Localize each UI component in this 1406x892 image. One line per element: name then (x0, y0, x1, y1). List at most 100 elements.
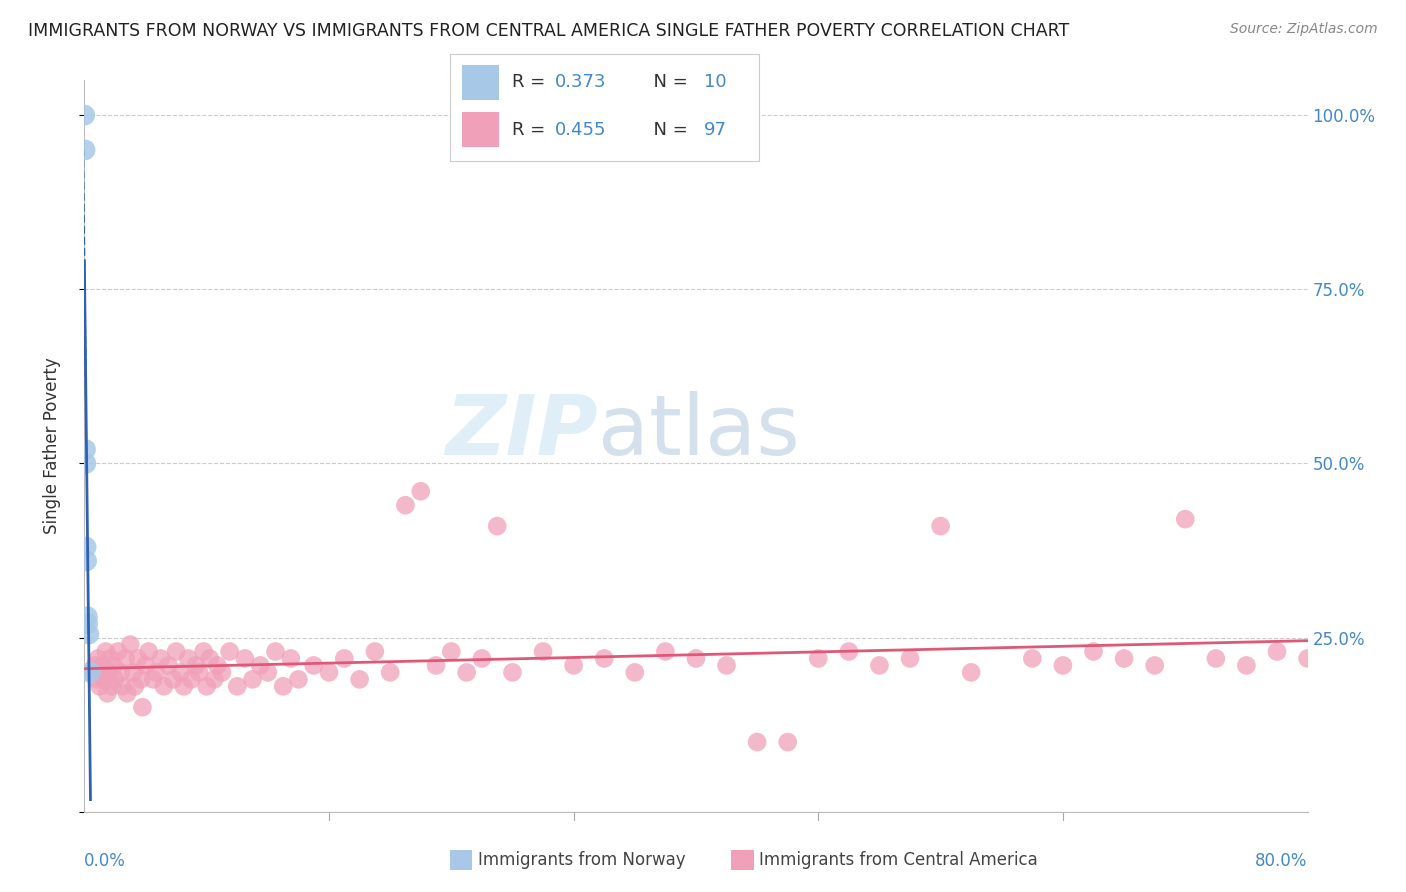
Text: IMMIGRANTS FROM NORWAY VS IMMIGRANTS FROM CENTRAL AMERICA SINGLE FATHER POVERTY : IMMIGRANTS FROM NORWAY VS IMMIGRANTS FRO… (28, 22, 1070, 40)
Point (211, 665, 233, 680)
Text: R =: R = (512, 73, 551, 91)
Point (249, 658, 271, 673)
Point (91, 658, 114, 673)
Point (195, 679, 218, 693)
Point (380, 665, 402, 680)
Point (869, 658, 891, 673)
Point (115, 686, 138, 700)
Point (93, 673, 115, 687)
Text: 97: 97 (703, 120, 727, 138)
Point (747, 735, 769, 749)
Point (531, 644, 554, 658)
Point (157, 658, 180, 673)
Point (89, 679, 111, 693)
Point (233, 651, 256, 665)
Point (440, 644, 463, 658)
Point (776, 735, 799, 749)
Point (1265, 644, 1288, 658)
Point (79, 665, 101, 680)
Text: 10: 10 (703, 73, 725, 91)
Point (76, 616, 98, 631)
Point (471, 651, 494, 665)
Point (364, 644, 387, 658)
Point (562, 658, 585, 673)
Text: 0.373: 0.373 (555, 73, 606, 91)
Point (184, 658, 207, 673)
Point (149, 651, 172, 665)
Point (1296, 651, 1319, 665)
Text: R =: R = (512, 120, 551, 138)
Bar (463, 112, 499, 146)
Point (502, 665, 524, 680)
Point (114, 651, 136, 665)
Point (165, 644, 187, 658)
Point (145, 665, 167, 680)
Point (1174, 512, 1197, 526)
Point (177, 651, 200, 665)
Point (75, 442, 97, 457)
Point (624, 665, 647, 680)
Point (685, 651, 707, 665)
Text: 0.0%: 0.0% (84, 852, 127, 870)
Point (98, 651, 121, 665)
Point (97, 665, 120, 680)
Point (1021, 651, 1043, 665)
Point (716, 658, 738, 673)
Text: Source: ZipAtlas.com: Source: ZipAtlas.com (1230, 22, 1378, 37)
Point (207, 658, 229, 673)
Point (84, 658, 107, 673)
Point (188, 665, 211, 680)
Point (202, 673, 225, 687)
Point (76, 554, 98, 568)
Point (486, 519, 509, 533)
Text: Immigrants from Norway: Immigrants from Norway (478, 851, 686, 869)
Point (173, 679, 195, 693)
Text: Immigrants from Central America: Immigrants from Central America (759, 851, 1038, 869)
Point (110, 665, 132, 680)
Point (129, 673, 152, 687)
Point (302, 658, 325, 673)
Point (257, 665, 280, 680)
Point (120, 638, 142, 652)
Point (425, 658, 447, 673)
Point (807, 651, 830, 665)
Point (1143, 658, 1166, 673)
Point (271, 679, 294, 693)
Point (87, 651, 110, 665)
Point (1083, 644, 1105, 658)
Bar (463, 65, 499, 100)
Text: N =: N = (641, 73, 693, 91)
Point (180, 673, 202, 687)
Text: 80.0%: 80.0% (1256, 852, 1308, 870)
Point (142, 673, 165, 687)
Point (409, 484, 432, 499)
Point (1114, 651, 1136, 665)
Text: ZIP: ZIP (446, 391, 598, 472)
Point (111, 679, 134, 693)
Point (76, 609, 98, 624)
Point (838, 644, 860, 658)
Point (80, 665, 103, 680)
Point (90, 665, 112, 680)
Text: N =: N = (641, 120, 693, 138)
Point (333, 651, 356, 665)
Point (122, 665, 145, 680)
Point (170, 665, 193, 680)
Y-axis label: Single Father Poverty: Single Father Poverty (42, 358, 60, 534)
Point (1327, 658, 1350, 673)
Point (218, 644, 240, 658)
Point (318, 665, 340, 680)
Point (162, 673, 184, 687)
Point (280, 651, 302, 665)
Text: atlas: atlas (598, 391, 800, 472)
Point (1236, 658, 1258, 673)
Point (138, 644, 160, 658)
Point (193, 644, 215, 658)
Point (593, 651, 616, 665)
Point (124, 679, 146, 693)
Point (135, 658, 157, 673)
Point (75, 143, 97, 157)
Point (94, 644, 117, 658)
Point (104, 673, 127, 687)
Point (107, 644, 129, 658)
